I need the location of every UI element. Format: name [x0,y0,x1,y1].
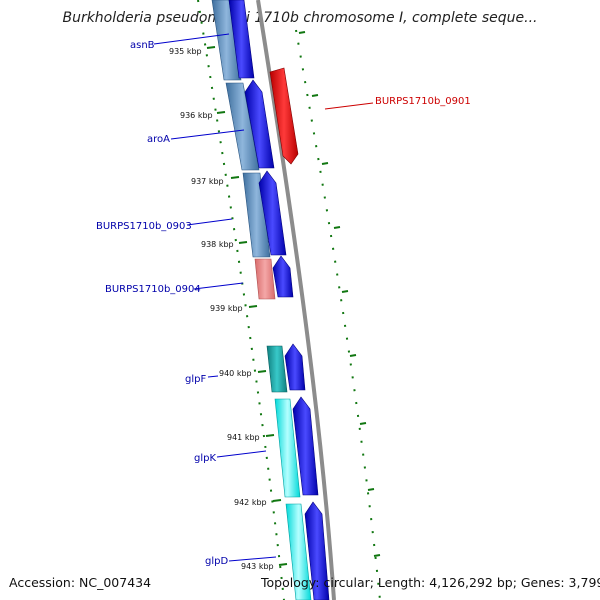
feature-asnB-inner [211,0,242,81]
tick-label-943: 943 kbp [241,562,274,571]
leader-lines [153,33,277,562]
arrow-asnB [228,0,255,79]
gene-label-burps0904[interactable]: BURPS1710b_0904 [105,284,201,295]
tick-label-941: 941 kbp [227,433,260,442]
tick-label-940: 940 kbp [219,369,252,378]
feature-glpK-inner [274,398,301,498]
feature-burps0903-inner [242,172,271,258]
arrow-burps0904 [272,255,294,298]
feature-aroA-inner [225,82,260,171]
major-ticks [206,46,288,566]
feature-glpD-inner [285,503,312,600]
gene-label-asnB[interactable]: asnB [130,40,155,51]
tick-label-939: 939 kbp [210,304,243,313]
gene-label-burps0901[interactable]: BURPS1710b_0901 [375,96,471,107]
arrow-glpD [304,501,330,600]
feature-burps0901 [269,67,299,165]
outer-ring-ticks [298,31,381,557]
tick-label-942: 942 kbp [234,498,267,507]
gene-label-burps0903[interactable]: BURPS1710b_0903 [96,221,192,232]
feature-glpF-inner [266,345,288,393]
gene-label-glpF[interactable]: glpF [185,374,206,385]
tick-label-938: 938 kbp [201,240,234,249]
feature-burps0904-inner [254,258,276,300]
accession-text: Accession: NC_007434 [9,575,152,590]
backbone-line [256,0,336,600]
arrow-aroA [244,79,275,169]
arrow-glpK [292,396,319,496]
gene-label-aroA[interactable]: aroA [147,134,170,145]
gene-label-glpD[interactable]: glpD [205,556,228,567]
leader-line-burps0901 [324,102,374,110]
tick-label-937: 937 kbp [191,177,224,186]
map-title: Burkholderia pseudomallei 1710b chromoso… [62,10,538,26]
tick-label-935: 935 kbp [169,47,202,56]
topology-text: Topology: circular; Length: 4,126,292 bp… [261,575,600,590]
arrow-glpF [284,343,306,391]
gene-label-glpK[interactable]: glpK [194,453,216,464]
arrow-burps0903 [258,170,287,256]
tick-label-936: 936 kbp [180,111,213,120]
